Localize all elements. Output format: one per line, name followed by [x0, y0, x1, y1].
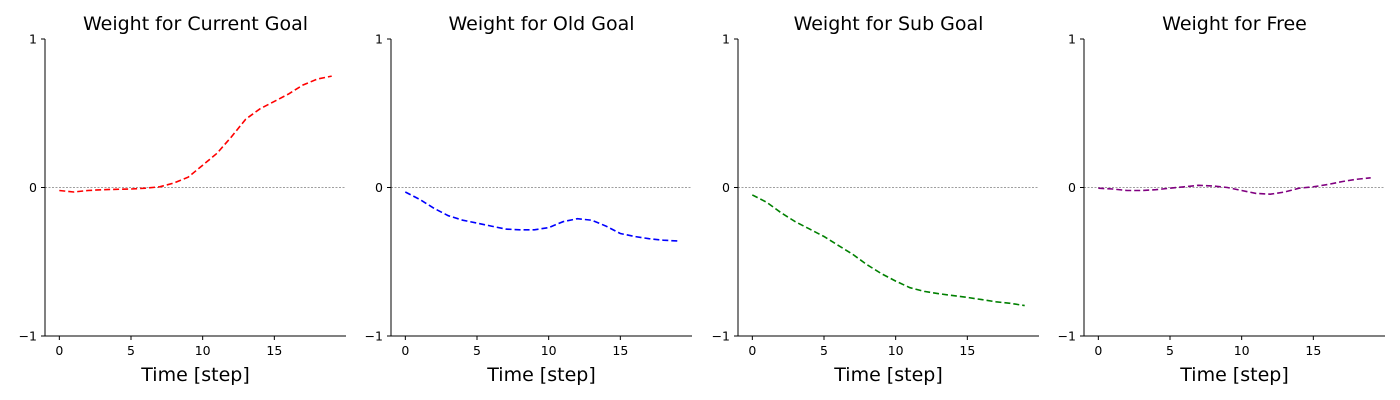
- x-tick-label: 0: [401, 343, 409, 358]
- x-tick-label: 10: [1234, 343, 1250, 358]
- y-tick-label: −1: [365, 329, 383, 344]
- series-line: [59, 75, 332, 193]
- x-tick-label: 5: [820, 343, 828, 358]
- x-tick-label: 15: [266, 343, 282, 358]
- y-tick-label: −1: [19, 329, 37, 344]
- y-tick-label: 0: [1068, 180, 1076, 195]
- chart-title: Weight for Free: [1162, 13, 1307, 35]
- x-axis-label: Time [step]: [833, 364, 942, 386]
- y-tick-label: 1: [29, 32, 37, 47]
- y-tick-label: 0: [375, 180, 383, 195]
- x-tick-label: 0: [55, 343, 63, 358]
- y-tick-label: 0: [29, 180, 37, 195]
- y-tick-label: 1: [375, 32, 383, 47]
- x-tick-label: 15: [959, 343, 975, 358]
- y-tick-label: 1: [1068, 32, 1076, 47]
- y-tick-label: −1: [1058, 329, 1076, 344]
- x-tick-label: 5: [127, 343, 135, 358]
- x-axis-label: Time [step]: [486, 364, 595, 386]
- x-tick-label: 5: [473, 343, 481, 358]
- x-tick-label: 0: [748, 343, 756, 358]
- x-tick-label: 10: [541, 343, 557, 358]
- x-axis-label: Time [step]: [140, 364, 249, 386]
- x-tick-label: 5: [1166, 343, 1174, 358]
- x-tick-label: 10: [195, 343, 211, 358]
- chart-title: Weight for Current Goal: [83, 13, 308, 35]
- x-tick-label: 0: [1094, 343, 1102, 358]
- y-tick-label: 0: [722, 180, 730, 195]
- x-tick-label: 15: [612, 343, 628, 358]
- x-tick-label: 15: [1305, 343, 1321, 358]
- y-tick-label: 1: [722, 32, 730, 47]
- series-line: [751, 194, 1025, 307]
- chart-title: Weight for Old Goal: [448, 13, 634, 35]
- y-tick-label: −1: [712, 329, 730, 344]
- chart-title: Weight for Sub Goal: [794, 13, 984, 35]
- series-line: [1098, 177, 1371, 196]
- series-line: [404, 191, 678, 242]
- x-axis-label: Time [step]: [1179, 364, 1288, 386]
- x-tick-label: 10: [888, 343, 904, 358]
